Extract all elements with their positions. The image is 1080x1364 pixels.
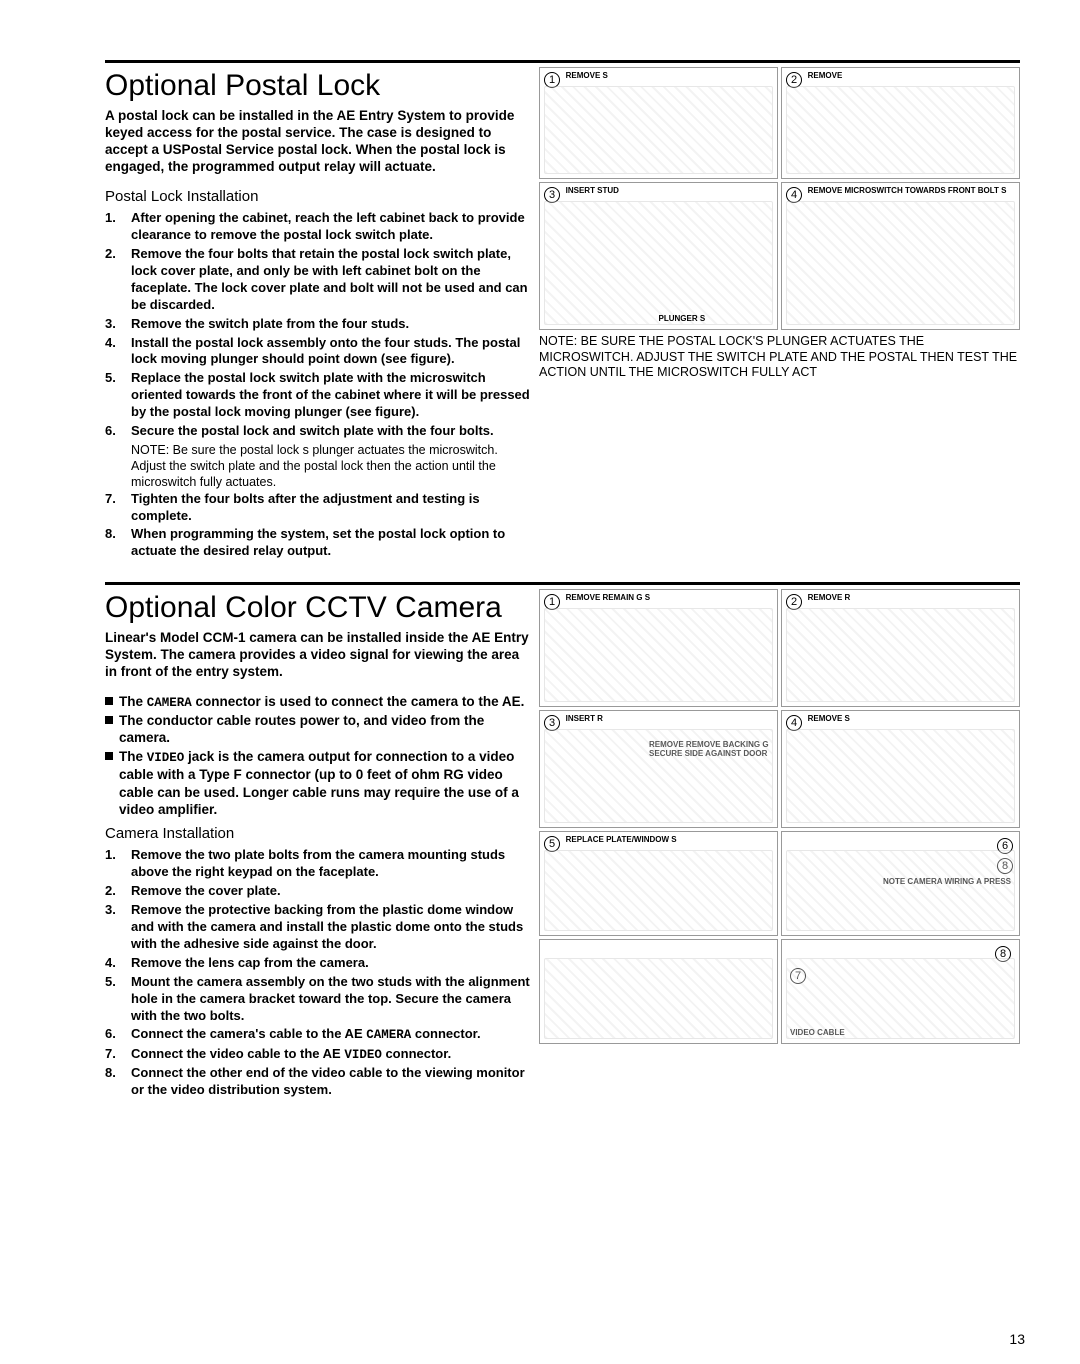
step-text: Mount the camera assembly on the two stu… [131, 974, 530, 1023]
section-cctv-camera: Optional Color CCTV Camera Linear's Mode… [105, 582, 1020, 1100]
camera-panel-2: 2 REMOVE R [781, 589, 1020, 707]
step-text: Remove the two plate bolts from the came… [131, 847, 505, 879]
step-text: Install the postal lock assembly onto th… [131, 335, 520, 367]
postal-diagram-grid: 1 REMOVE S 2 REMOVE 3 INSERT STUD PLUNGE… [539, 67, 1020, 330]
panel-caption-2: PLUNGER S [659, 315, 706, 323]
step-text: Remove the lens cap from the camera. [131, 955, 369, 970]
postal-right-col: 1 REMOVE S 2 REMOVE 3 INSERT STUD PLUNGE… [539, 67, 1020, 562]
step-text: Remove the four bolts that retain the po… [131, 246, 528, 312]
page-number: 13 [1009, 1331, 1025, 1349]
postal-intro: A postal lock can be installed in the AE… [105, 107, 533, 176]
postal-panel-2: 2 REMOVE [781, 67, 1020, 179]
step-text: Tighten the four bolts after the adjustm… [131, 491, 480, 523]
postal-note: NOTE: Be sure the postal lock s plunger … [105, 442, 533, 491]
bullet-item: The VIDEO jack is the camera output for … [105, 748, 533, 819]
panel-sketch [544, 201, 773, 325]
panel-sketch [544, 729, 773, 823]
panel-sketch [544, 608, 773, 702]
camera-steps: 1.Remove the two plate bolts from the ca… [105, 847, 533, 1098]
panel-sketch [544, 958, 773, 1039]
step-text: Remove the cover plate. [131, 883, 281, 898]
postal-panel-4: 4 REMOVE MICROSWITCH TOWARDS FRONT BOLT … [781, 182, 1020, 330]
postal-title: Optional Postal Lock [105, 67, 533, 105]
panel-sketch [786, 201, 1015, 325]
panel-sketch [786, 850, 1015, 931]
section-postal-lock: Optional Postal Lock A postal lock can b… [105, 60, 1020, 562]
camera-intro: Linear's Model CCM-1 camera can be insta… [105, 629, 533, 681]
panel-caption: REMOVE [808, 72, 843, 80]
bullet-item: The conductor cable routes power to, and… [105, 712, 533, 747]
step-text: After opening the cabinet, reach the lef… [131, 210, 525, 242]
camera-title: Optional Color CCTV Camera [105, 589, 533, 627]
camera-panel-7 [539, 939, 778, 1044]
postal-left-col: Optional Postal Lock A postal lock can b… [105, 67, 533, 562]
camera-right-col: 1 REMOVE REMAIN G S 2 REMOVE R 3 INSERT … [539, 589, 1020, 1100]
postal-panel-3: 3 INSERT STUD PLUNGER S [539, 182, 778, 330]
panel-caption: REMOVE R [808, 594, 851, 602]
postal-panel-1: 1 REMOVE S [539, 67, 778, 179]
camera-panel-1: 1 REMOVE REMAIN G S [539, 589, 778, 707]
panel-caption: REMOVE S [566, 72, 608, 80]
camera-panel-3: 3 INSERT R REMOVE REMOVE BACKING G SECUR… [539, 710, 778, 828]
camera-bullets: The CAMERA connector is used to connect … [105, 693, 533, 819]
panel-sketch [786, 729, 1015, 823]
step-text: Remove the protective backing from the p… [131, 902, 523, 951]
camera-panel-8: 7 8 VIDEO CABLE [781, 939, 1020, 1044]
panel-caption: REMOVE S [808, 715, 850, 723]
step-text: Remove the switch plate from the four st… [131, 316, 409, 331]
step-text: Secure the postal lock and switch plate … [131, 423, 494, 438]
camera-left-col: Optional Color CCTV Camera Linear's Mode… [105, 589, 533, 1100]
postal-steps: 1.After opening the cabinet, reach the l… [105, 210, 533, 440]
camera-subtitle: Camera Installation [105, 825, 533, 844]
postal-subtitle: Postal Lock Installation [105, 188, 533, 207]
panel-sketch [786, 608, 1015, 702]
step-text: When programming the system, set the pos… [131, 526, 505, 558]
postal-big-note: NOTE: BE SURE THE POSTAL LOCK'S PLUNGER … [539, 334, 1020, 381]
camera-panel-4: 4 REMOVE S [781, 710, 1020, 828]
panel-caption: REPLACE PLATE/WINDOW S [566, 836, 677, 844]
panel-sketch [544, 86, 773, 174]
camera-diagram-grid: 1 REMOVE REMAIN G S 2 REMOVE R 3 INSERT … [539, 589, 1020, 1044]
panel-sketch [786, 86, 1015, 174]
step-text: Connect the other end of the video cable… [131, 1065, 525, 1097]
panel-sketch [544, 850, 773, 931]
step-text: Replace the postal lock switch plate wit… [131, 370, 530, 419]
panel-sketch [786, 958, 1015, 1039]
camera-panel-6: 6 8 NOTE CAMERA WIRING A PRESS [781, 831, 1020, 936]
panel-caption: INSERT STUD [566, 187, 619, 195]
camera-panel-5: 5 REPLACE PLATE/WINDOW S [539, 831, 778, 936]
postal-steps-2: 7.Tighten the four bolts after the adjus… [105, 491, 533, 561]
panel-caption: REMOVE REMAIN G S [566, 594, 650, 602]
panel-caption: INSERT R [566, 715, 603, 723]
bullet-item: The CAMERA connector is used to connect … [105, 693, 533, 711]
panel-caption: REMOVE MICROSWITCH TOWARDS FRONT BOLT S [808, 187, 1007, 195]
